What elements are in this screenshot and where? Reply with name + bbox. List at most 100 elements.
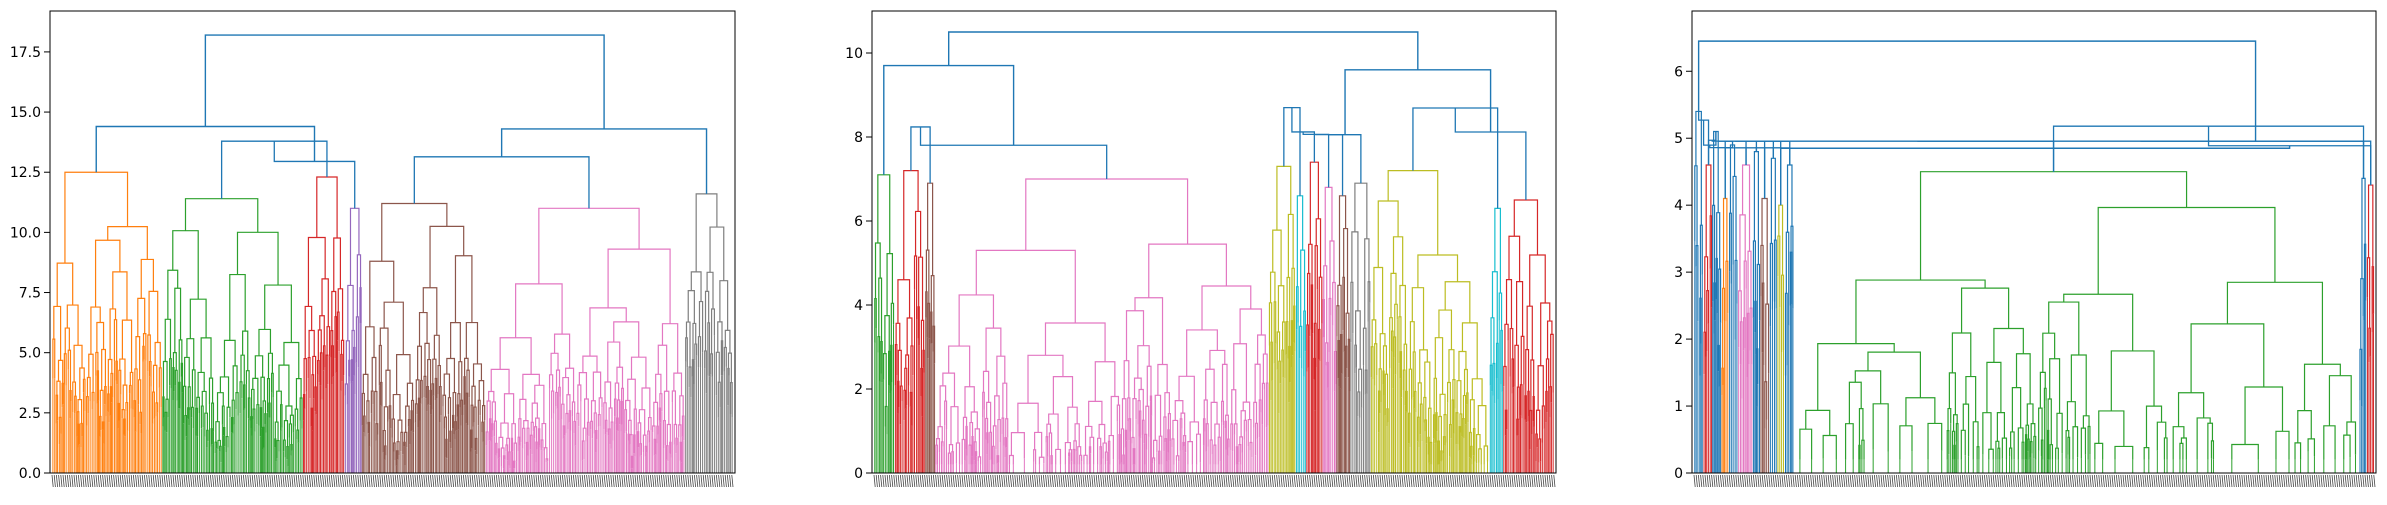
leaf-label: [1860, 474, 1863, 488]
link-segment: [418, 311, 428, 347]
leaf-label: [1836, 474, 1839, 488]
leaf-label: [1001, 474, 1004, 488]
leaf-label: [1920, 474, 1923, 488]
leaf-label: [2034, 474, 2037, 488]
leaf-label: [155, 474, 157, 488]
leaf-label: [1300, 474, 1303, 488]
leaf-label: [2025, 474, 2028, 488]
link-segment: [61, 382, 64, 408]
leaf-label: [2267, 474, 2270, 488]
leaf-label: [2175, 474, 2178, 488]
y-tick-label: 10.0: [10, 225, 41, 241]
leaf-label: [80, 474, 83, 488]
leaf-label: [922, 474, 924, 488]
leaf-label: [1744, 474, 1747, 488]
link-segment: [1986, 361, 2002, 413]
leaf-label: [1359, 474, 1362, 488]
link-segment: [1210, 401, 1218, 441]
leaf-label: [469, 474, 472, 488]
leaf-label: [2052, 474, 2055, 488]
leaf-label: [590, 474, 593, 488]
leaf-label: [1827, 474, 1830, 488]
link-segment: [463, 376, 466, 406]
leaf-label: [282, 474, 285, 488]
leaf-label: [1153, 474, 1155, 488]
leaf-label: [2144, 474, 2147, 488]
leaf-label: [1232, 474, 1235, 488]
link-segment: [958, 294, 995, 347]
leaf-label: [702, 474, 705, 488]
link-segment: [254, 355, 264, 379]
leaf-label: [126, 474, 129, 488]
link-segment: [381, 202, 448, 262]
link-segment: [321, 278, 329, 327]
link-segment: [968, 444, 972, 465]
leaf-label: [926, 474, 929, 488]
leaf-label: [1296, 474, 1298, 488]
link-segment: [1505, 279, 1513, 329]
link-segment: [996, 355, 1006, 396]
leaf-label: [882, 474, 885, 488]
leaf-label: [1335, 474, 1338, 488]
leaf-label: [974, 474, 977, 488]
leaf-label: [1735, 474, 1738, 488]
leaf-label: [379, 474, 382, 488]
link-segment: [236, 231, 279, 286]
leaf-label: [632, 474, 635, 488]
leaf-label: [1148, 474, 1151, 488]
leaf-label: [2289, 474, 2292, 488]
leaf-label: [1428, 474, 1430, 488]
leaf-label: [1915, 474, 1918, 488]
leaf-label: [1274, 474, 1276, 488]
leaf-label: [2331, 474, 2334, 488]
cluster-6: [485, 207, 685, 473]
leaf-label: [1337, 474, 1340, 488]
merge-link: [1724, 147, 1747, 165]
leaf-label: [1904, 474, 1907, 488]
link-segment: [1138, 410, 1142, 439]
leaf-label: [1970, 474, 1973, 488]
link-segment: [1145, 405, 1150, 437]
leaf-label: [317, 474, 320, 488]
merge-link: [1709, 145, 1726, 199]
link-segment: [172, 230, 199, 300]
leaf-label: [2045, 474, 2048, 488]
link-segment: [1371, 319, 1377, 347]
leaf-label: [1441, 474, 1444, 488]
link-segment: [1513, 199, 1539, 256]
leaf-label: [1981, 474, 1984, 488]
leaf-label: [460, 474, 463, 488]
leaf-label: [1364, 474, 1367, 488]
leaf-label: [1164, 474, 1166, 488]
link-segment: [1322, 298, 1325, 338]
leaf-label: [106, 474, 109, 488]
link-segment: [472, 363, 483, 387]
link-segment: [630, 455, 634, 469]
leaf-label: [1329, 474, 1331, 488]
leaf-label: [711, 474, 714, 488]
leaf-label: [937, 474, 940, 488]
leaf-label: [452, 474, 454, 488]
leaf-label: [564, 474, 567, 488]
leaf-label: [58, 474, 61, 488]
leaf-label: [1073, 474, 1076, 488]
leaf-label: [1887, 474, 1890, 488]
leaf-label: [729, 474, 732, 488]
leaf-label: [152, 474, 155, 488]
link-segment: [316, 176, 338, 239]
link-segment: [1822, 434, 1837, 460]
leaf-label: [2014, 474, 2017, 488]
leaf-label: [243, 474, 245, 488]
link-segment: [1844, 423, 1854, 460]
leaf-label: [2259, 474, 2261, 488]
leaf-label: [262, 474, 265, 488]
link-segment: [531, 402, 538, 423]
leaf-label: [2292, 474, 2294, 488]
link-segment: [1520, 335, 1525, 385]
leaf-label: [2294, 474, 2297, 488]
leaf-label: [2069, 474, 2072, 488]
link-segment: [247, 397, 251, 421]
leaf-label: [2270, 474, 2272, 488]
link-segment: [2072, 426, 2079, 460]
leaf-label: [2347, 474, 2349, 488]
